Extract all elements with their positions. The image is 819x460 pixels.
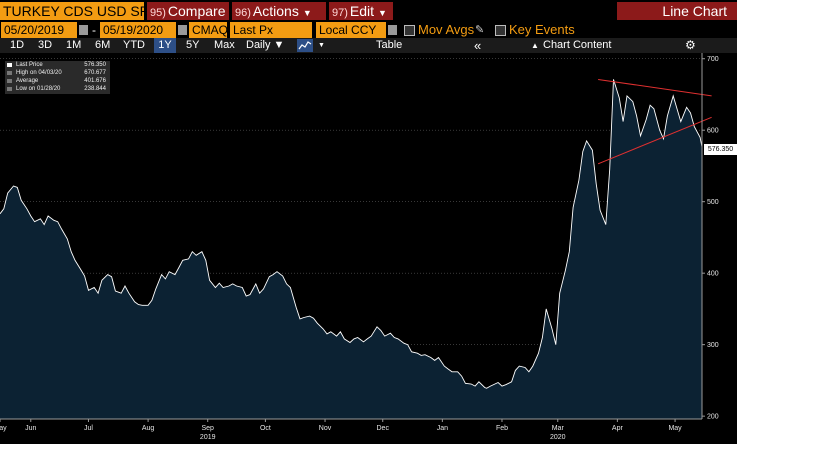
key-events-checkbox[interactable] (495, 25, 506, 36)
compare-menu-number: 95) (150, 7, 166, 19)
edit-menu-label: Edit (349, 3, 375, 19)
frequency-label: Daily (246, 39, 271, 51)
legend-value: 238.844 (84, 86, 106, 92)
x-tick-label: Sep (201, 425, 214, 432)
mov-avgs-checkbox[interactable] (404, 25, 415, 36)
actions-caret-icon: ▼ (302, 8, 312, 18)
x-tick-label: Jun (25, 425, 36, 432)
legend-row-average: Average 401.676 (7, 77, 108, 85)
x-tick-label: Nov (319, 425, 332, 432)
y-tick-label: 300 (707, 342, 719, 349)
edit-menu-number: 97) (332, 7, 348, 19)
period-1d[interactable]: 1D (10, 39, 25, 51)
x-tick-label: Aug (142, 425, 155, 432)
legend-value: 670.677 (84, 70, 106, 76)
price-field-select[interactable]: Last Px (230, 22, 312, 38)
price-series-line (0, 79, 703, 389)
x-tick-label: May (668, 425, 682, 432)
x-tick-label: Oct (260, 425, 271, 432)
start-date-picker-icon[interactable] (79, 25, 88, 35)
key-events-label[interactable]: Key Events (509, 22, 575, 37)
frequency-select[interactable]: Daily ▼ (246, 39, 285, 51)
y-tick-label: 600 (707, 128, 719, 135)
currency-select[interactable]: Local CCY (316, 22, 386, 38)
collapse-chevrons-icon[interactable]: « (474, 38, 482, 53)
legend-row-last-price: Last Price 576.350 (7, 61, 108, 69)
legend-name: Average (16, 78, 39, 84)
x-tick-label: Dec (377, 425, 390, 432)
toolbar: 1D 3D 1M 6M YTD 1Y 5Y Max Daily ▼ ▼ Tabl… (0, 38, 737, 53)
period-3d[interactable]: 3D (38, 39, 53, 51)
date-range-dash: - (92, 23, 96, 37)
legend-name: High on 04/03/20 (16, 70, 62, 76)
x-tick-label: Mar (552, 425, 565, 432)
x-year-label: 2020 (550, 434, 566, 441)
trendline (598, 78, 712, 97)
end-date-picker-icon[interactable] (178, 25, 187, 35)
compare-menu-button[interactable]: 95) Compare (147, 2, 229, 20)
chart-content-button[interactable]: Chart Content (543, 39, 612, 51)
bloomberg-terminal-panel: TURKEY CDS USD SR 95) Compare 96) Actions ▼… (0, 0, 737, 444)
controls-bar: 05/20/2019 - 05/19/2020 CMAQ Last Px Loc… (0, 22, 737, 38)
mov-avgs-label[interactable]: Mov Avgs (418, 22, 475, 37)
period-6m[interactable]: 6M (95, 39, 111, 51)
security-name-field[interactable]: TURKEY CDS USD SR (0, 2, 144, 20)
table-button[interactable]: Table (376, 39, 403, 51)
legend-name: Last Price (16, 62, 43, 68)
edit-caret-icon: ▼ (378, 8, 387, 18)
pencil-icon[interactable]: ✎ (475, 24, 485, 36)
legend-row-high: High on 04/03/20 670.677 (7, 69, 108, 77)
line-chart: 200 300 400 500 600 700 May Jun Jul Aug Sep Oct Nov… (0, 53, 719, 441)
edit-menu-button[interactable]: 97) Edit ▼ (329, 2, 393, 20)
legend-swatch-low (7, 87, 12, 91)
period-1y[interactable]: 1Y (154, 38, 176, 53)
period-max[interactable]: Max (214, 39, 235, 51)
y-tick-label: 200 (707, 414, 719, 421)
trendline (597, 116, 712, 165)
chart-content-triangle-icon[interactable]: ▲ (531, 41, 539, 50)
currency-dropdown-icon[interactable] (388, 25, 397, 35)
last-price-badge: 576.350 (704, 144, 737, 155)
period-1m[interactable]: 1M (66, 39, 82, 51)
chart-type-dropdown-icon[interactable]: ▼ (318, 42, 325, 49)
chart-legend: Last Price 576.350 High on 04/03/20 670.… (5, 61, 110, 94)
price-area-fill (0, 79, 702, 420)
source-field[interactable]: CMAQ (189, 22, 227, 38)
period-5y[interactable]: 5Y (186, 39, 200, 51)
y-tick-label: 500 (707, 199, 719, 206)
actions-menu-button[interactable]: 96) Actions ▼ (232, 2, 326, 20)
legend-swatch-average (7, 79, 12, 83)
actions-menu-label: Actions (252, 3, 299, 19)
end-date-field[interactable]: 05/19/2020 (100, 22, 176, 38)
compare-menu-label: Compare (167, 3, 226, 19)
y-axis: 200 300 400 500 600 700 (701, 53, 719, 421)
x-axis: May Jun Jul Aug Sep Oct Nov Dec Jan Feb Mar Apr May 2… (0, 418, 702, 441)
x-year-label: 2019 (200, 434, 216, 441)
period-ytd[interactable]: YTD (123, 39, 145, 51)
legend-name: Low on 01/28/20 (16, 86, 61, 92)
x-tick-label: May (0, 425, 7, 432)
settings-gear-icon[interactable]: ⚙ (685, 38, 696, 52)
legend-swatch-high (7, 71, 12, 75)
legend-swatch-last-price (7, 63, 12, 67)
x-tick-label: Feb (496, 425, 508, 432)
title-bar: TURKEY CDS USD SR 95) Compare 96) Actions ▼… (0, 0, 737, 22)
chart-type-title: Line Chart (617, 2, 737, 20)
legend-value: 576.350 (84, 62, 106, 68)
y-tick-label: 400 (707, 271, 719, 278)
x-tick-label: Jan (437, 425, 448, 432)
y-tick-label: 700 (707, 56, 719, 63)
x-tick-label: Apr (612, 425, 624, 432)
start-date-field[interactable]: 05/20/2019 (1, 22, 77, 38)
legend-value: 401.676 (84, 78, 106, 84)
line-chart-type-icon[interactable] (297, 39, 313, 52)
legend-row-low: Low on 01/28/20 238.844 (7, 85, 108, 93)
x-tick-label: Jul (84, 425, 93, 432)
trendlines (597, 78, 712, 165)
actions-menu-number: 96) (235, 7, 251, 19)
